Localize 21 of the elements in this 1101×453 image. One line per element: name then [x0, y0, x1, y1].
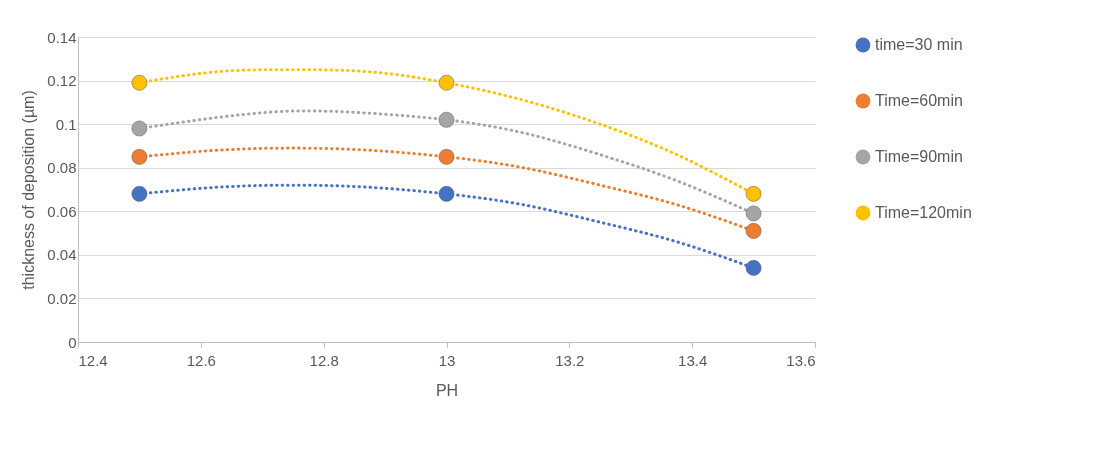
legend-label: time=30 min: [875, 36, 963, 53]
x-tick-label: 13: [438, 351, 456, 369]
y-tick-label: 0.02: [47, 289, 77, 307]
x-tick-label: 12.6: [186, 351, 216, 369]
y-tick-label: 0.04: [47, 246, 77, 264]
x-tick-label: 12.4: [78, 351, 108, 369]
x-tick-label: 13.6: [786, 351, 816, 369]
x-tick-label: 13.4: [678, 351, 708, 369]
y-axis-title: thickness of deposition (µm): [20, 90, 38, 290]
legend-label: Time=60min: [875, 92, 963, 109]
legend-label: Time=90min: [875, 148, 963, 165]
legend-label: Time=120min: [875, 204, 972, 221]
x-tick-label: 12.8: [309, 351, 339, 369]
y-tick-label: 0: [68, 333, 77, 351]
x-axis-title: PH: [435, 381, 459, 399]
y-tick-label: 0.06: [47, 202, 77, 220]
x-tick-label: 13.2: [555, 351, 585, 369]
y-tick-label: 0.08: [47, 159, 77, 177]
y-tick-label: 0.14: [47, 28, 77, 46]
y-tick-label: 0.1: [55, 115, 77, 133]
y-tick-label: 0.12: [47, 72, 77, 90]
